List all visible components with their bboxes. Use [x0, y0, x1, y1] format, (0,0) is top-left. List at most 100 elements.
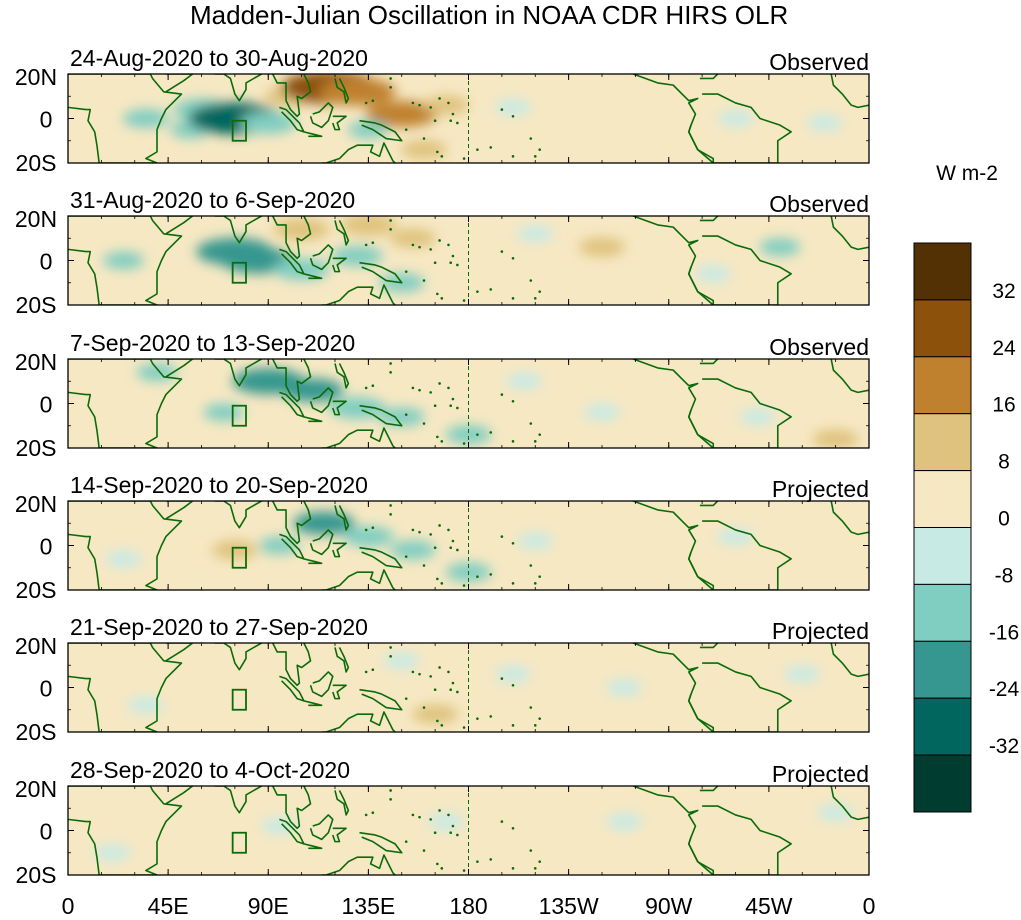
enso-box: [231, 261, 247, 284]
panel-5: 20N 0 20S 21-Sep-2020 to 27-Sep-2020 Project…: [15, 614, 870, 745]
enso-box: [231, 546, 247, 569]
olr-anomaly-4-1: [293, 511, 355, 535]
olr-anomaly-4-12: [806, 550, 843, 567]
panel-6: 20N 0 20S 28-Sep-2020 to 4-Oct-2020 Projecte…: [15, 757, 870, 888]
x-tick-label: 90E: [248, 893, 289, 919]
olr-anomaly-3-14: [506, 373, 542, 390]
olr-anomaly-2-9: [389, 228, 436, 248]
panel-1: 20N 0 20S 24-Aug-2020 to 30-Aug-2020 Observe…: [15, 45, 870, 176]
colorbar-tick-label: 32: [992, 280, 1015, 303]
x-tick-label: 90W: [645, 893, 693, 919]
y-tick-label: 20S: [16, 150, 57, 176]
olr-anomaly-3-13: [812, 429, 859, 448]
olr-anomaly-1-1: [122, 109, 169, 128]
y-tick-label: 20S: [16, 862, 57, 888]
olr-anomaly-5-7: [128, 697, 164, 714]
panel-period: 21-Sep-2020 to 27-Sep-2020: [70, 614, 368, 640]
colorbar-units: W m-2: [936, 162, 998, 185]
y-tick-label: 0: [40, 676, 53, 702]
colorbar-box: [913, 697, 972, 756]
panel-3: 20N 0 20S 7-Sep-2020 to 13-Sep-2020 Observed: [15, 330, 870, 461]
panel-status: Projected: [772, 618, 869, 644]
colorbar-tick-label: 8: [998, 451, 1010, 474]
colorbar-box: [913, 583, 972, 642]
y-tick-label: 0: [40, 392, 53, 418]
olr-anomaly-6-6: [517, 840, 554, 857]
olr-anomaly-4-7: [139, 528, 175, 545]
olr-anomaly-1-8: [318, 78, 396, 106]
y-tick-label: 20S: [16, 577, 57, 603]
olr-anomaly-1-13: [606, 103, 643, 120]
olr-anomaly-6-7: [606, 813, 643, 830]
y-tick-label: 0: [40, 249, 53, 275]
olr-anomaly-5-11: [94, 657, 131, 674]
olr-anomaly-2-13: [695, 265, 732, 282]
olr-anomaly-4-2: [342, 526, 394, 547]
panel-4: 20N 0 20S 14-Sep-2020 to 20-Sep-2020 Project…: [15, 472, 870, 603]
panel-period: 14-Sep-2020 to 20-Sep-2020: [70, 472, 368, 498]
x-tick-label: 135W: [539, 893, 599, 919]
colorbar-box: [913, 299, 972, 358]
y-tick-label: 0: [40, 819, 53, 845]
olr-anomaly-1-11: [401, 140, 447, 160]
olr-anomaly-1-12: [495, 99, 531, 116]
olr-anomaly-3-10: [650, 386, 687, 403]
olr-anomaly-3-7: [445, 425, 492, 445]
x-tick-label: 0: [62, 893, 75, 919]
olr-anomaly-2-5: [331, 245, 383, 267]
colorbar-box: [913, 470, 972, 529]
y-tick-label: 20N: [15, 776, 57, 802]
panel-status: Projected: [772, 476, 869, 502]
olr-anomaly-1-14: [717, 110, 754, 127]
panel-period: 31-Aug-2020 to 6-Sep-2020: [70, 187, 355, 213]
colorbar-tick-label: -16: [989, 621, 1019, 644]
y-tick-label: 20N: [15, 64, 57, 90]
olr-anomaly-2-14: [463, 270, 497, 287]
olr-anomaly-6-4: [339, 800, 376, 817]
panel-period: 28-Sep-2020 to 4-Oct-2020: [70, 757, 350, 783]
olr-anomaly-5-4: [412, 704, 459, 724]
olr-anomaly-5-5: [383, 652, 420, 669]
olr-anomaly-4-9: [517, 532, 554, 550]
colorbar-tick-label: -24: [989, 678, 1020, 701]
olr-anomaly-2-12: [759, 238, 801, 256]
olr-anomaly-4-13: [474, 511, 508, 527]
olr-anomaly-5-8: [606, 679, 643, 696]
x-tick-label: 180: [449, 893, 487, 919]
olr-anomaly-3-4: [378, 407, 425, 427]
olr-anomaly-2-1: [103, 251, 145, 270]
olr-anomaly-3-11: [584, 404, 620, 421]
colorbar-tick-label: 16: [992, 394, 1015, 417]
panel-status: Observed: [769, 49, 869, 75]
olr-anomaly-1-10: [423, 95, 470, 115]
olr-anomaly-4-11: [717, 528, 754, 545]
colorbar: 32 24 16 8 0 -8 -16 -24 -32 W m-2: [913, 162, 1020, 813]
olr-anomaly-6-5: [428, 813, 465, 830]
olr-anomaly-5-9: [717, 688, 754, 705]
colorbar-box: [913, 242, 972, 301]
panel-period: 7-Sep-2020 to 13-Sep-2020: [70, 330, 355, 356]
colorbar-box: [913, 527, 972, 585]
panel-status: Observed: [769, 191, 869, 217]
colorbar-tick-label: -8: [995, 564, 1014, 587]
y-tick-label: 20N: [15, 206, 57, 232]
enso-box: [231, 688, 247, 711]
enso-box: [231, 404, 247, 427]
olr-anomaly-5-1: [181, 669, 222, 688]
olr-anomaly-3-9: [105, 404, 142, 421]
olr-anomaly-6-2: [217, 835, 253, 852]
colorbar-box: [913, 413, 972, 472]
x-tick-label: 45E: [148, 893, 189, 919]
figure-title: Madden-Julian Oscillation in NOAA CDR HI…: [190, 0, 789, 30]
olr-anomaly-5-6: [495, 666, 531, 683]
olr-anomaly-4-6: [211, 540, 258, 560]
olr-anomaly-5-3: [359, 696, 400, 715]
y-tick-label: 20S: [16, 435, 57, 461]
olr-anomaly-6-8: [739, 831, 776, 848]
panel-status: Projected: [772, 761, 869, 787]
olr-anomaly-3-5: [203, 403, 245, 422]
olr-anomaly-5-10: [784, 666, 821, 683]
panel-status: Observed: [769, 334, 869, 360]
olr-anomaly-3-8: [406, 368, 442, 385]
